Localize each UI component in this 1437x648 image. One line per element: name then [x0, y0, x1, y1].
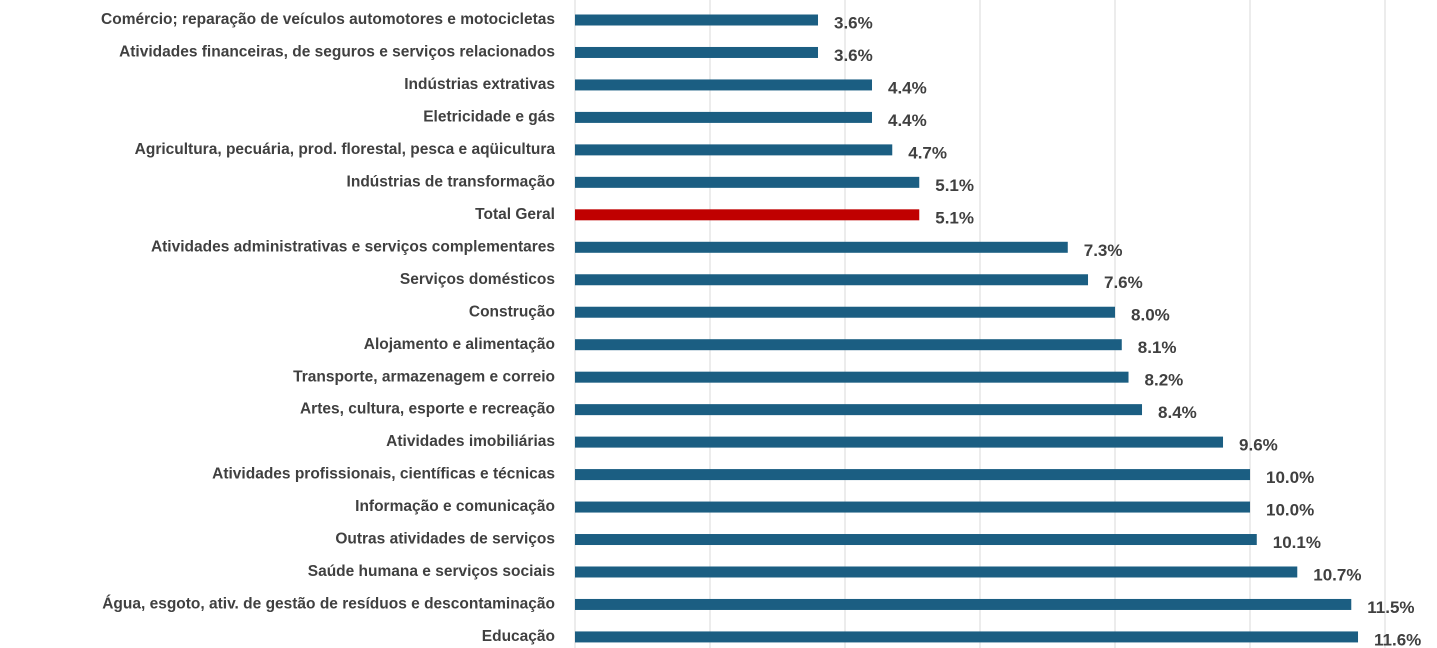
category-label: Transporte, armazenagem e correio	[293, 368, 555, 385]
category-label: Atividades imobiliárias	[386, 433, 555, 450]
value-label: 4.7%	[908, 143, 947, 162]
category-label: Indústrias de transformação	[347, 173, 555, 190]
bar	[575, 176, 920, 188]
category-label: Comércio; reparação de veículos automoto…	[101, 11, 555, 28]
category-label: Outras atividades de serviços	[335, 531, 555, 548]
category-label: Água, esgoto, ativ. de gestão de resíduo…	[102, 596, 555, 613]
category-label: Total Geral	[475, 206, 555, 223]
category-label: Construção	[469, 303, 555, 320]
value-label: 3.6%	[834, 13, 873, 32]
value-label: 10.7%	[1313, 565, 1361, 584]
category-label: Saúde humana e serviços sociais	[308, 563, 555, 580]
bar	[575, 111, 873, 123]
category-label: Atividades administrativas e serviços co…	[151, 238, 555, 255]
bar	[575, 144, 893, 156]
value-label: 7.6%	[1104, 273, 1143, 292]
category-label: Agricultura, pecuária, prod. florestal, …	[135, 141, 556, 158]
value-label: 10.0%	[1266, 501, 1314, 520]
value-label: 11.5%	[1367, 598, 1414, 617]
bar	[575, 339, 1122, 351]
value-label: 9.6%	[1239, 436, 1278, 455]
bar	[575, 209, 920, 221]
category-label: Atividades profissionais, científicas e …	[212, 466, 555, 483]
category-label: Alojamento e alimentação	[364, 336, 555, 353]
value-label: 8.0%	[1131, 306, 1170, 325]
value-label: 3.6%	[834, 46, 873, 65]
value-label: 5.1%	[935, 176, 974, 195]
value-label: 7.3%	[1084, 241, 1123, 260]
category-label: Serviços domésticos	[400, 271, 555, 288]
value-label: 4.4%	[888, 111, 927, 130]
bar	[575, 371, 1129, 383]
value-label: 8.1%	[1138, 338, 1177, 357]
bar	[575, 241, 1068, 253]
bar	[575, 501, 1251, 513]
value-label: 4.4%	[888, 78, 927, 97]
bar	[575, 436, 1224, 448]
value-label: 8.4%	[1158, 403, 1197, 422]
value-label: 8.2%	[1145, 371, 1184, 390]
bar	[575, 631, 1359, 643]
bar	[575, 404, 1143, 416]
value-label: 10.0%	[1266, 468, 1314, 487]
category-label: Atividades financeiras, de seguros e ser…	[119, 44, 555, 61]
bar	[575, 14, 819, 26]
bar	[575, 598, 1352, 610]
category-label: Eletricidade e gás	[423, 109, 555, 126]
bar	[575, 79, 873, 91]
bar	[575, 46, 819, 58]
category-label: Indústrias extrativas	[404, 76, 555, 93]
bar	[575, 306, 1116, 318]
bar	[575, 566, 1298, 578]
bar	[575, 469, 1251, 481]
value-label: 10.1%	[1273, 533, 1321, 552]
bar	[575, 534, 1257, 546]
category-label: Informação e comunicação	[355, 498, 555, 515]
category-label: Educação	[482, 628, 555, 645]
bar	[575, 274, 1089, 286]
category-label: Artes, cultura, esporte e recreação	[300, 401, 555, 418]
value-label: 5.1%	[935, 208, 974, 227]
value-label: 11.6%	[1374, 630, 1421, 648]
